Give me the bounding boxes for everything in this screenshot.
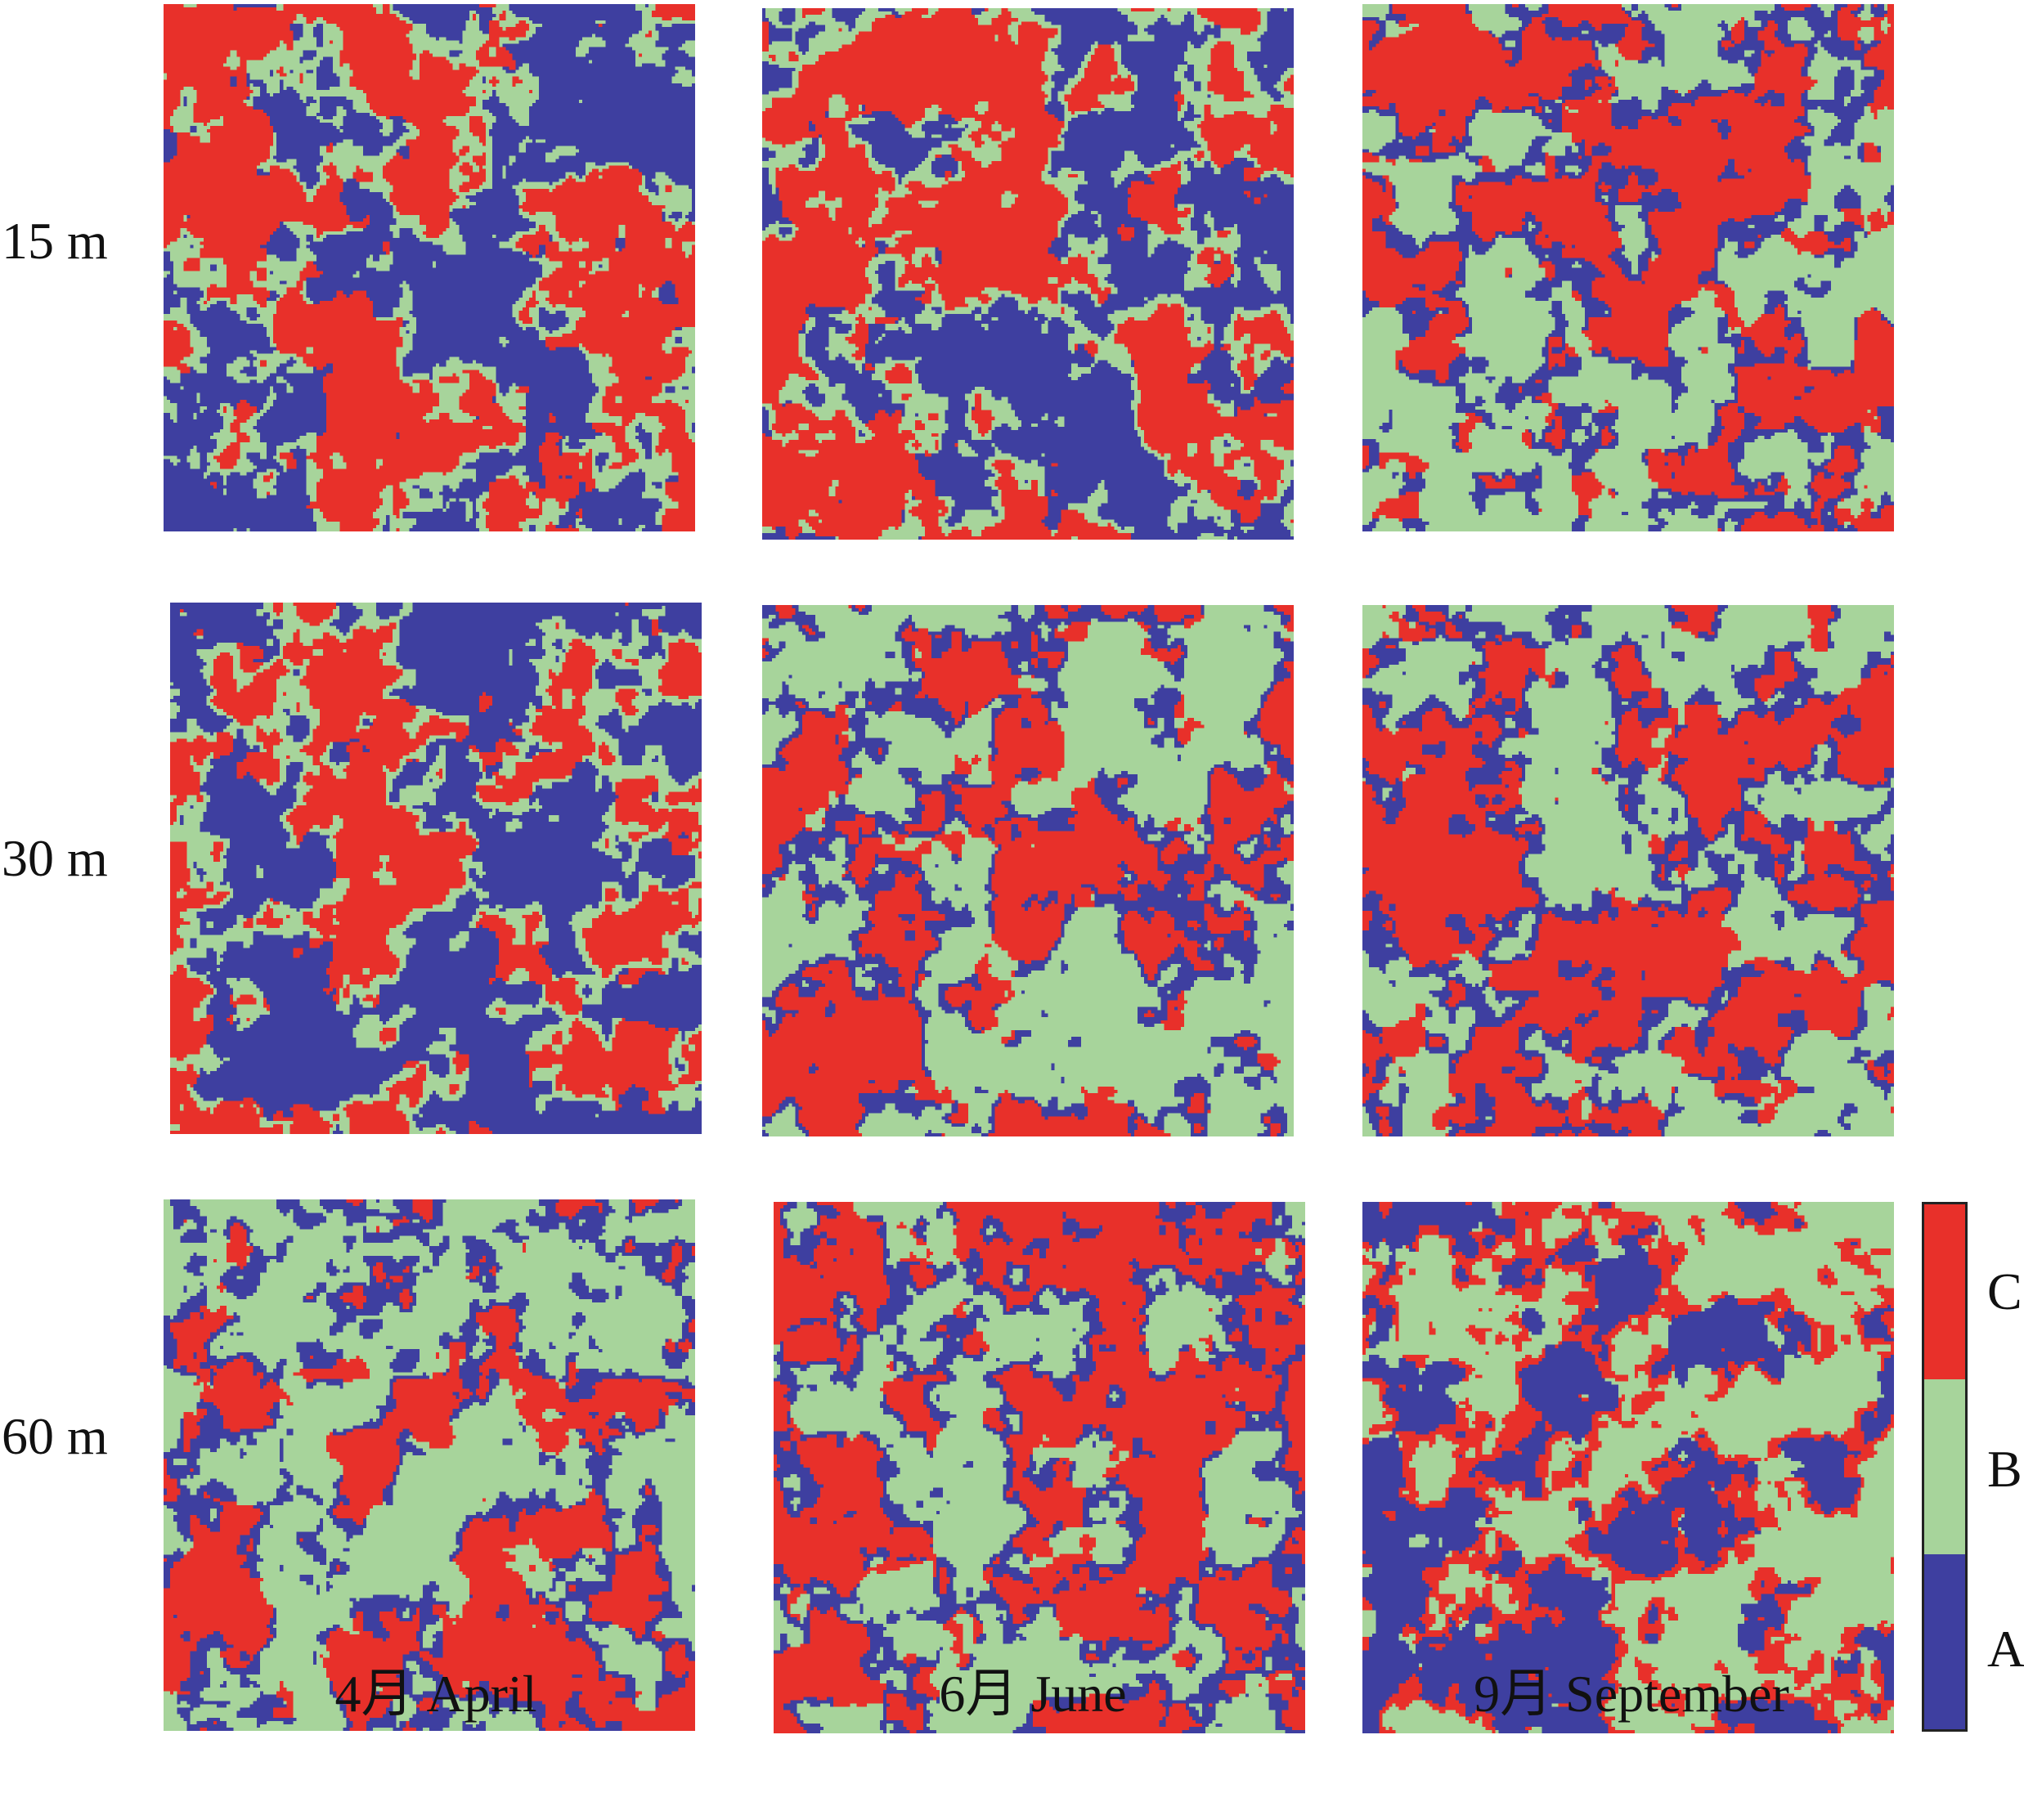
map-canvas: [164, 1199, 695, 1731]
map-canvas: [1362, 4, 1894, 531]
legend-band-a: [1924, 1554, 1965, 1729]
column-label-september: 9月 September: [1474, 1665, 1789, 1723]
panel-30m-september: [1362, 605, 1894, 1136]
map-canvas: [762, 8, 1294, 540]
legend-band-b: [1924, 1379, 1965, 1554]
column-label-april: 4月 April: [334, 1665, 537, 1723]
legend-label-b: B: [1987, 1440, 2022, 1498]
panel-30m-june: [762, 605, 1294, 1136]
map-canvas: [762, 605, 1294, 1136]
row-label-60m: 60 m: [2, 1407, 108, 1465]
panel-15m-april: [164, 4, 695, 531]
legend-label-a: A: [1987, 1620, 2024, 1678]
map-canvas: [1362, 1202, 1894, 1733]
legend-label-c: C: [1987, 1262, 2022, 1320]
panel-15m-september: [1362, 4, 1894, 531]
legend-colorbar: [1922, 1202, 1968, 1732]
panel-60m-june: [774, 1202, 1305, 1733]
panel-30m-april: [170, 603, 702, 1134]
row-label-15m: 15 m: [2, 212, 108, 270]
map-canvas: [774, 1202, 1305, 1733]
map-canvas: [1362, 605, 1894, 1136]
panel-60m-september: [1362, 1202, 1894, 1733]
panel-15m-june: [762, 8, 1294, 540]
map-canvas: [164, 4, 695, 531]
map-canvas: [170, 603, 702, 1134]
legend-band-c: [1924, 1204, 1965, 1379]
panel-60m-april: [164, 1199, 695, 1731]
column-label-june: 6月 June: [939, 1665, 1127, 1723]
row-label-30m: 30 m: [2, 829, 108, 887]
